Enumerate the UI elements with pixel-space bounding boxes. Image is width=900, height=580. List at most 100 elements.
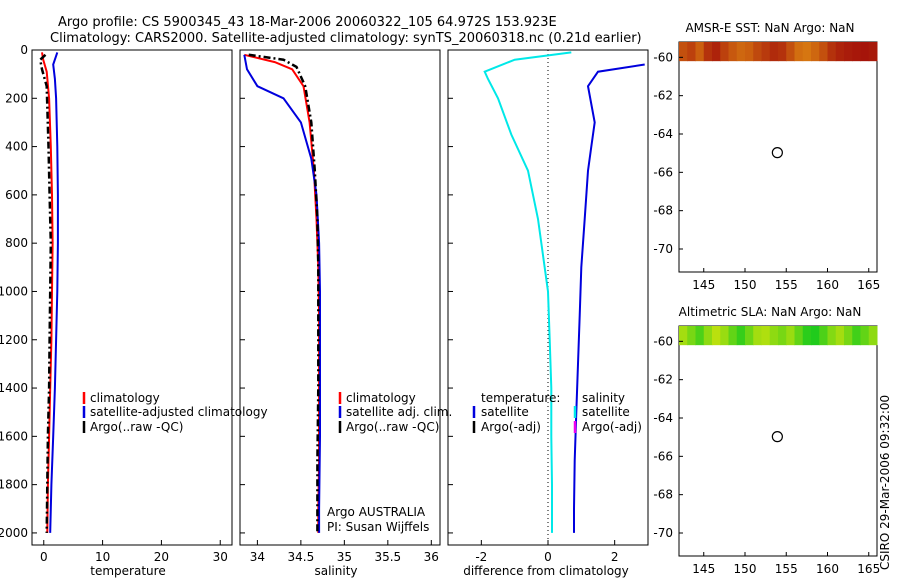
salinity-legend: climatology satellite adj. clim. Argo(..… [338,391,452,434]
heatmap-cell [868,326,878,346]
heatmap-cell [802,42,812,62]
y-tick-label: 0 [20,43,28,57]
heatmap-cell [868,42,878,62]
heatmap-cell [844,42,853,62]
heatmap-cell [811,42,820,62]
x-tick-label: 34.5 [288,550,315,564]
heatmap-cell [769,42,779,62]
x-tick-label: 36 [424,550,439,564]
y-tick-label: -66 [653,165,673,179]
difference-panel: -2 0 2 difference from climatology tempera… [447,49,649,578]
x-tick-label: 160 [816,278,839,292]
heatmap-cell [761,326,771,346]
difference-legend: temperature: satellite Argo(-adj) salini… [472,391,642,434]
y-tick-label: -62 [653,373,673,387]
legend-label-argo: Argo(..raw -QC) [90,420,183,434]
heatmap-cell [728,326,738,346]
heatmap-cell [778,326,787,346]
series-line-temperature-satellite [483,51,572,533]
x-tick-label: 34 [250,550,265,564]
y-tick-label: 800 [5,236,28,250]
heatmap-cell [695,326,705,346]
salinity-panel: 34 34.5 35 35.5 36 salinity climatology sate… [239,49,452,578]
y-tick-label: -66 [653,449,673,463]
heatmap-cell [811,326,820,346]
heatmap-cell [687,326,696,346]
legend-label-climatology: climatology [346,391,416,405]
heatmap-cell [695,42,705,62]
sst-map-panel: AMSR-E SST: NaN Argo: NaN 145 150 155 160 16… [653,21,880,292]
heatmap-cell [753,42,762,62]
x-tick-label: -2 [475,550,487,564]
heatmap-cell [728,42,738,62]
x-tick-label: 145 [692,562,715,576]
heatmap-cell [687,42,696,62]
series-line-climatology [41,52,54,533]
sla-map-title: Altimetric SLA: NaN Argo: NaN [679,305,862,319]
heatmap-cell [720,326,729,346]
y-tick-label: -68 [653,204,673,218]
temperature-panel: 0 10 20 30 0 200 400 600 800 1000 1200 1400 1600 1800… [0,43,268,578]
x-tick-label: 150 [734,562,757,576]
heatmap-cell [736,326,746,346]
heatmap-cell [712,42,721,62]
heatmap-cell [712,326,721,346]
y-tick-label: 600 [5,188,28,202]
x-tick-label: 30 [213,550,228,564]
pi-annotation: PI: Susan Wijffels [327,520,429,534]
heatmap-cell [819,42,828,62]
x-tick-label: 10 [95,550,110,564]
side-timestamp-label: CSIRO 29-Mar-2006 09:32:00 [878,395,892,570]
series-line-satellite-adjusted-climatology [49,52,59,533]
heatmap-cell [827,326,837,346]
float-position-marker [771,431,783,443]
heatmap-cell [786,326,795,346]
y-tick-label: -64 [653,127,673,141]
y-tick-label: 1200 [0,333,28,347]
y-tick-label: 200 [5,91,28,105]
series-line-climatology [244,53,321,533]
x-tick-label: 165 [857,562,880,576]
x-tick-label: 20 [154,550,169,564]
heatmap-cell [736,42,746,62]
heatmap-cell [844,326,853,346]
legend-salinity-heading: salinity [582,391,625,405]
sla-map-panel: Altimetric SLA: NaN Argo: NaN 145 150 155 1… [653,305,880,576]
series-line-salinity-satellite [573,63,645,533]
temperature-axes [31,49,233,546]
heatmap-cell [786,42,795,62]
x-tick-label: 165 [857,278,880,292]
heatmap-cell [761,42,771,62]
y-tick-label: 1000 [0,284,28,298]
sst-map-title: AMSR-E SST: NaN Argo: NaN [685,21,854,35]
y-tick-label: 400 [5,140,28,154]
legend-label-argo: Argo(..raw -QC) [346,420,439,434]
heatmap-cell [835,42,845,62]
legend-sal-satellite: satellite [582,405,630,419]
heatmap-cell [778,42,787,62]
legend-label-climatology: climatology [90,391,160,405]
x-tick-label: 145 [692,278,715,292]
figure-title-line2: Climatology: CARS2000. Satellite-adjuste… [50,31,642,46]
salinity-xlabel: salinity [314,564,357,578]
heatmap-cell [745,42,754,62]
y-tick-label: -60 [653,334,673,348]
heatmap-cell [720,42,729,62]
heatmap-cell [852,42,861,62]
heatmap-cell [852,326,861,346]
heatmap-cell [860,326,870,346]
heatmap-cell [802,326,812,346]
x-tick-label: 35.5 [374,550,401,564]
heatmap-cell [753,326,762,346]
y-tick-label: 1600 [0,429,28,443]
heatmap-cell [860,42,870,62]
legend-label-satellite: satellite-adjusted climatology [90,405,268,419]
y-tick-label: 1800 [0,478,28,492]
heatmap-cell [794,326,804,346]
legend-temp-satellite: satellite [481,405,529,419]
heatmap-cell [794,42,804,62]
series-line-argo-raw-qc [38,53,53,533]
y-tick-label: -68 [653,488,673,502]
temperature-xlabel: temperature [90,564,165,578]
